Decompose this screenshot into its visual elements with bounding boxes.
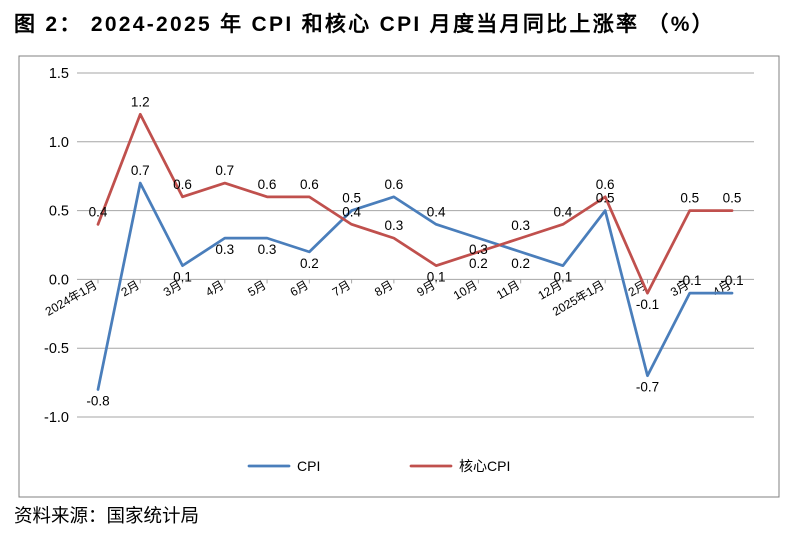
svg-text:0.6: 0.6 <box>173 177 192 192</box>
svg-text:0.5: 0.5 <box>49 204 69 220</box>
svg-text:10月: 10月 <box>451 278 480 303</box>
svg-text:0.1: 0.1 <box>554 270 573 285</box>
svg-text:0.5: 0.5 <box>342 191 361 206</box>
svg-text:0.1: 0.1 <box>427 270 446 285</box>
svg-text:0.7: 0.7 <box>215 163 234 178</box>
svg-text:0.2: 0.2 <box>469 256 488 271</box>
svg-text:0.3: 0.3 <box>511 218 530 233</box>
svg-text:0.4: 0.4 <box>89 204 108 219</box>
svg-text:0.3: 0.3 <box>258 242 277 257</box>
svg-text:0.3: 0.3 <box>469 242 488 257</box>
svg-text:2月: 2月 <box>119 278 142 299</box>
svg-text:1.2: 1.2 <box>131 94 150 109</box>
svg-text:-0.7: -0.7 <box>636 380 659 395</box>
svg-text:5月: 5月 <box>245 278 268 299</box>
svg-text:0.1: 0.1 <box>173 270 192 285</box>
svg-text:0.6: 0.6 <box>384 177 403 192</box>
svg-text:6月: 6月 <box>288 278 311 299</box>
svg-text:0.3: 0.3 <box>215 242 234 257</box>
svg-text:-0.5: -0.5 <box>44 341 69 357</box>
svg-text:-0.1: -0.1 <box>636 297 659 312</box>
svg-text:-0.1: -0.1 <box>678 273 701 288</box>
svg-text:0.2: 0.2 <box>511 256 530 271</box>
svg-text:核心CPI: 核心CPI <box>459 458 510 474</box>
svg-text:4月: 4月 <box>203 278 226 299</box>
svg-text:-1.0: -1.0 <box>44 410 69 426</box>
svg-text:8月: 8月 <box>372 278 395 299</box>
svg-text:0.6: 0.6 <box>300 177 319 192</box>
svg-text:0.4: 0.4 <box>554 204 573 219</box>
svg-text:0.2: 0.2 <box>300 256 319 271</box>
svg-text:0.7: 0.7 <box>131 163 150 178</box>
svg-text:0.5: 0.5 <box>680 191 699 206</box>
svg-text:CPI: CPI <box>297 458 320 474</box>
svg-text:0.6: 0.6 <box>596 177 615 192</box>
svg-text:0.4: 0.4 <box>342 204 361 219</box>
svg-text:0.5: 0.5 <box>596 191 615 206</box>
svg-text:0.5: 0.5 <box>723 191 742 206</box>
svg-text:1.0: 1.0 <box>49 135 69 151</box>
svg-text:0.4: 0.4 <box>427 204 446 219</box>
svg-text:11月: 11月 <box>494 278 522 302</box>
svg-text:0.3: 0.3 <box>384 218 403 233</box>
svg-text:7月: 7月 <box>330 278 353 299</box>
svg-text:-0.1: -0.1 <box>720 273 743 288</box>
svg-text:0.6: 0.6 <box>258 177 277 192</box>
svg-text:0.0: 0.0 <box>49 272 69 288</box>
svg-text:1.5: 1.5 <box>49 66 69 82</box>
svg-text:-0.8: -0.8 <box>86 393 109 408</box>
